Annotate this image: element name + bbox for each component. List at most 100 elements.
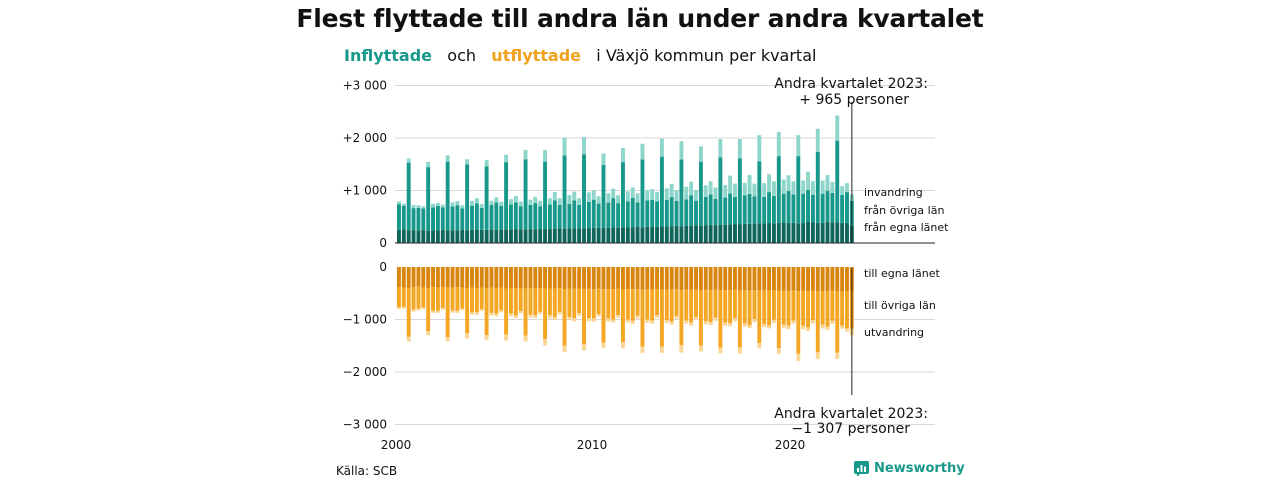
bar-out-other bbox=[431, 287, 435, 311]
bar-out-other bbox=[650, 289, 655, 321]
bar-in-other bbox=[455, 205, 460, 231]
bar-out-other bbox=[835, 291, 840, 353]
bar-out-local bbox=[830, 267, 835, 291]
bar-out-local bbox=[547, 267, 552, 289]
bar-in-other bbox=[830, 192, 835, 223]
bar-out-local bbox=[616, 267, 621, 289]
bar-in-local bbox=[421, 229, 426, 243]
bar-in-immig bbox=[762, 183, 767, 197]
bar-out-emig bbox=[791, 320, 796, 324]
bar-in-local bbox=[397, 229, 401, 243]
bar-in-other bbox=[669, 197, 674, 227]
bar-out-other bbox=[742, 290, 747, 324]
bar-in-immig bbox=[572, 191, 577, 201]
bar-out-local bbox=[625, 267, 630, 290]
bar-out-other bbox=[528, 288, 533, 315]
bar-out-local bbox=[650, 267, 655, 290]
subtitle-rest: i Växjö kommun per kvartal bbox=[596, 46, 817, 65]
annotation-top-line1: Andra kvartalet 2023: bbox=[774, 76, 928, 92]
bar-out-local bbox=[533, 267, 538, 288]
bar-out-local bbox=[815, 267, 820, 292]
bar-in-immig bbox=[450, 202, 455, 207]
bar-in-immig bbox=[796, 135, 801, 157]
bar-in-other bbox=[635, 202, 640, 227]
bar-out-other bbox=[796, 291, 801, 354]
bar-in-other bbox=[733, 196, 737, 225]
bar-out-local bbox=[440, 267, 445, 287]
bar-out-other bbox=[411, 286, 416, 310]
bar-in-local bbox=[543, 228, 547, 243]
bar-out-other bbox=[440, 286, 445, 308]
bar-out-other bbox=[767, 290, 772, 326]
bar-out-other bbox=[674, 289, 679, 317]
bar-in-local bbox=[625, 227, 630, 243]
bar-in-other bbox=[611, 198, 616, 228]
bar-out-other bbox=[552, 288, 557, 317]
bar-out-other bbox=[504, 288, 509, 335]
bar-out-other bbox=[616, 288, 621, 316]
bar-in-local bbox=[703, 225, 708, 243]
bar-in-other bbox=[543, 161, 547, 229]
bar-in-immig bbox=[767, 174, 772, 193]
bar-in-local bbox=[752, 223, 757, 243]
bar-in-immig bbox=[518, 201, 523, 207]
bar-out-other bbox=[562, 289, 567, 346]
bar-in-local bbox=[504, 229, 509, 243]
bar-in-local bbox=[810, 222, 815, 243]
bar-in-other bbox=[723, 197, 728, 225]
bar-in-other bbox=[616, 203, 621, 228]
bar-in-immig bbox=[723, 184, 728, 198]
bar-out-other bbox=[640, 289, 645, 347]
bar-out-other bbox=[630, 289, 635, 321]
bar-in-immig bbox=[538, 200, 543, 207]
bar-in-local bbox=[669, 226, 674, 243]
bar-out-local bbox=[523, 267, 528, 289]
bar-out-other bbox=[513, 288, 518, 316]
bar-out-other bbox=[484, 288, 489, 335]
bar-in-immig bbox=[557, 198, 562, 205]
bar-in-immig bbox=[601, 153, 606, 166]
bar-in-immig bbox=[397, 201, 401, 205]
bar-in-immig bbox=[801, 180, 806, 194]
bar-in-other bbox=[552, 200, 557, 229]
bar-in-other bbox=[796, 156, 801, 224]
bar-out-emig bbox=[664, 320, 669, 324]
bar-out-local bbox=[416, 267, 421, 287]
bar-out-emig bbox=[582, 344, 586, 351]
chart-logo-icon bbox=[854, 461, 869, 476]
bar-out-emig bbox=[698, 345, 703, 352]
bar-out-local bbox=[494, 267, 499, 288]
bar-out-local bbox=[562, 267, 567, 290]
bar-in-immig bbox=[791, 181, 796, 195]
bar-out-emig bbox=[586, 318, 591, 322]
bar-out-emig bbox=[708, 322, 713, 326]
bar-out-local bbox=[474, 267, 479, 288]
bar-out-local bbox=[426, 267, 431, 288]
bar-in-local bbox=[547, 229, 552, 243]
bar-out-emig bbox=[513, 315, 518, 319]
series-label-in: invandring bbox=[864, 186, 923, 199]
bar-in-local bbox=[713, 225, 718, 243]
bar-in-other bbox=[806, 189, 810, 222]
bar-out-other bbox=[421, 287, 426, 308]
bar-in-local bbox=[806, 222, 810, 243]
bar-in-local bbox=[621, 227, 625, 243]
bar-out-emig bbox=[460, 308, 465, 311]
bar-out-other bbox=[460, 287, 465, 309]
bar-in-local bbox=[694, 225, 698, 243]
bar-in-immig bbox=[694, 190, 698, 201]
bar-out-local bbox=[504, 267, 509, 289]
bar-out-other bbox=[757, 290, 762, 344]
bar-out-local bbox=[742, 267, 747, 291]
bar-in-immig bbox=[684, 186, 689, 200]
bar-in-local bbox=[596, 227, 601, 243]
bar-out-emig bbox=[397, 307, 401, 309]
bar-out-other bbox=[806, 291, 810, 328]
bar-out-other bbox=[737, 290, 742, 348]
bar-out-local bbox=[470, 267, 474, 288]
bar-out-emig bbox=[762, 323, 767, 328]
bar-in-immig bbox=[582, 136, 586, 155]
bar-out-local bbox=[757, 267, 762, 291]
bar-out-emig bbox=[786, 325, 791, 330]
bar-in-immig bbox=[771, 181, 776, 197]
